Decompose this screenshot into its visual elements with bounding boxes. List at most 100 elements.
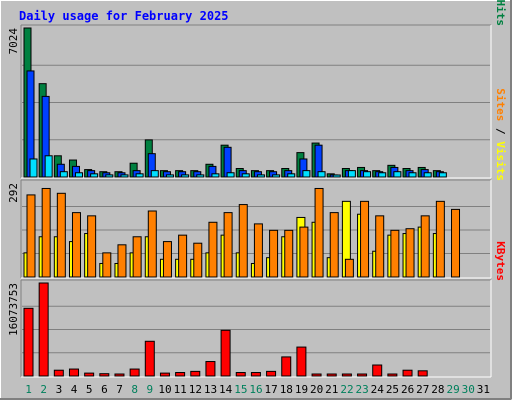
bar-kbytes-3	[53, 369, 64, 377]
bar-sites-4	[71, 212, 81, 278]
bar-sites-13	[208, 221, 218, 278]
plot-area	[21, 280, 491, 377]
bar-sites-22	[344, 258, 354, 278]
x-label-16: 16	[249, 383, 262, 396]
bar-sites-18	[284, 229, 294, 278]
x-label-1: 1	[25, 383, 32, 396]
y-max-label: 16073753	[7, 283, 20, 336]
bar-kbytes-4	[68, 368, 79, 377]
bar-pages-25	[393, 171, 402, 178]
bar-kbytes-19	[296, 346, 307, 377]
plot-area	[21, 25, 491, 178]
bar-pages-1	[29, 158, 38, 178]
bar-kbytes-11	[175, 372, 186, 377]
bar-pages-24	[378, 172, 387, 178]
bar-kbytes-17	[266, 370, 277, 377]
bar-sites-25	[390, 229, 400, 278]
bar-kbytes-21	[326, 373, 337, 377]
bar-sites-7	[117, 244, 127, 278]
bar-kbytes-2	[38, 282, 49, 377]
bar-kbytes-1	[23, 307, 34, 377]
legend-part: /	[494, 121, 507, 141]
bar-pages-10	[165, 174, 174, 178]
bar-kbytes-5	[84, 372, 95, 377]
series-legend: Sites / Visits	[494, 88, 507, 181]
bar-kbytes-20	[311, 373, 322, 377]
bar-pages-7	[120, 174, 129, 178]
panel-top: 7024 Pages / Files / Hits	[7, 0, 507, 179]
chart-title: Daily usage for February 2025	[19, 9, 229, 23]
x-label-20: 20	[310, 383, 323, 396]
bar-pages-19	[302, 170, 311, 178]
bar-pages-2	[44, 155, 53, 178]
bar-pages-23	[363, 171, 372, 178]
panel-bottom: 16073753 KBytes	[7, 241, 507, 378]
x-axis-labels: 1 2 3 4 5 6 7 8 9 10 11 12 13 14 15 16 17 18 19 20 21 22 23 24 2…	[25, 383, 490, 396]
legend-part: Visits	[494, 141, 507, 181]
bar-pages-18	[287, 173, 296, 178]
bar-pages-26	[408, 172, 417, 178]
bar-sites-23	[360, 200, 370, 278]
bar-sites-5	[87, 215, 97, 278]
bar-pages-17	[272, 174, 281, 178]
x-label-14: 14	[219, 383, 233, 396]
legend-part: Sites	[494, 88, 507, 121]
bar-sites-29	[451, 208, 461, 278]
series-legend: Pages / Files / Hits	[494, 0, 507, 26]
bar-pages-22	[347, 170, 356, 178]
bar-sites-1	[26, 194, 36, 278]
x-label-17: 17	[265, 383, 278, 396]
bar-sites-14	[223, 212, 233, 278]
x-label-27: 27	[416, 383, 429, 396]
bar-pages-27	[423, 172, 432, 178]
x-label-28: 28	[431, 383, 444, 396]
bar-kbytes-10	[159, 372, 170, 377]
bar-sites-10	[162, 241, 172, 278]
x-label-24: 24	[371, 383, 385, 396]
bar-pages-8	[135, 173, 144, 178]
bar-kbytes-24	[372, 364, 383, 377]
x-label-13: 13	[204, 383, 217, 396]
bar-sites-27	[420, 215, 430, 278]
bar-pages-12	[196, 174, 205, 178]
bar-sites-12	[193, 242, 203, 278]
bar-pages-28	[438, 172, 447, 178]
x-label-31: 31	[477, 383, 490, 396]
bar-sites-15	[238, 204, 248, 278]
bar-pages-20	[317, 171, 326, 178]
x-label-22: 22	[340, 383, 353, 396]
x-label-29: 29	[446, 383, 459, 396]
bar-sites-8	[132, 236, 142, 278]
bar-sites-9	[147, 210, 157, 278]
bar-pages-5	[90, 173, 99, 178]
bar-kbytes-7	[114, 373, 125, 377]
bar-kbytes-22	[341, 373, 352, 377]
bar-sites-17	[269, 229, 279, 278]
bar-sites-19	[299, 226, 309, 278]
bar-kbytes-13	[205, 361, 216, 377]
bar-pages-6	[105, 174, 114, 178]
bar-kbytes-12	[190, 370, 201, 377]
x-label-3: 3	[56, 383, 63, 396]
x-label-2: 2	[40, 383, 47, 396]
chart-panels: 7024 Pages / Files / Hits 292 Sites / Visit…	[7, 0, 507, 378]
bar-pages-13	[211, 173, 220, 178]
x-label-18: 18	[280, 383, 293, 396]
bar-sites-20	[314, 187, 324, 278]
x-label-25: 25	[386, 383, 399, 396]
x-label-7: 7	[116, 383, 123, 396]
series-legend: KBytes	[494, 241, 507, 281]
legend-part: Hits	[494, 0, 507, 26]
panel-middle: 292 Sites / Visits	[7, 88, 507, 279]
bar-pages-14	[226, 172, 235, 178]
bar-sites-24	[375, 215, 385, 278]
bar-pages-16	[256, 174, 265, 178]
bar-kbytes-16	[250, 372, 261, 377]
bar-sites-2	[41, 187, 51, 278]
bar-kbytes-23	[357, 373, 368, 377]
x-label-10: 10	[158, 383, 171, 396]
bar-kbytes-14	[220, 329, 231, 377]
bar-pages-4	[74, 172, 83, 178]
legend-part: KBytes	[494, 241, 507, 281]
x-label-21: 21	[325, 383, 338, 396]
